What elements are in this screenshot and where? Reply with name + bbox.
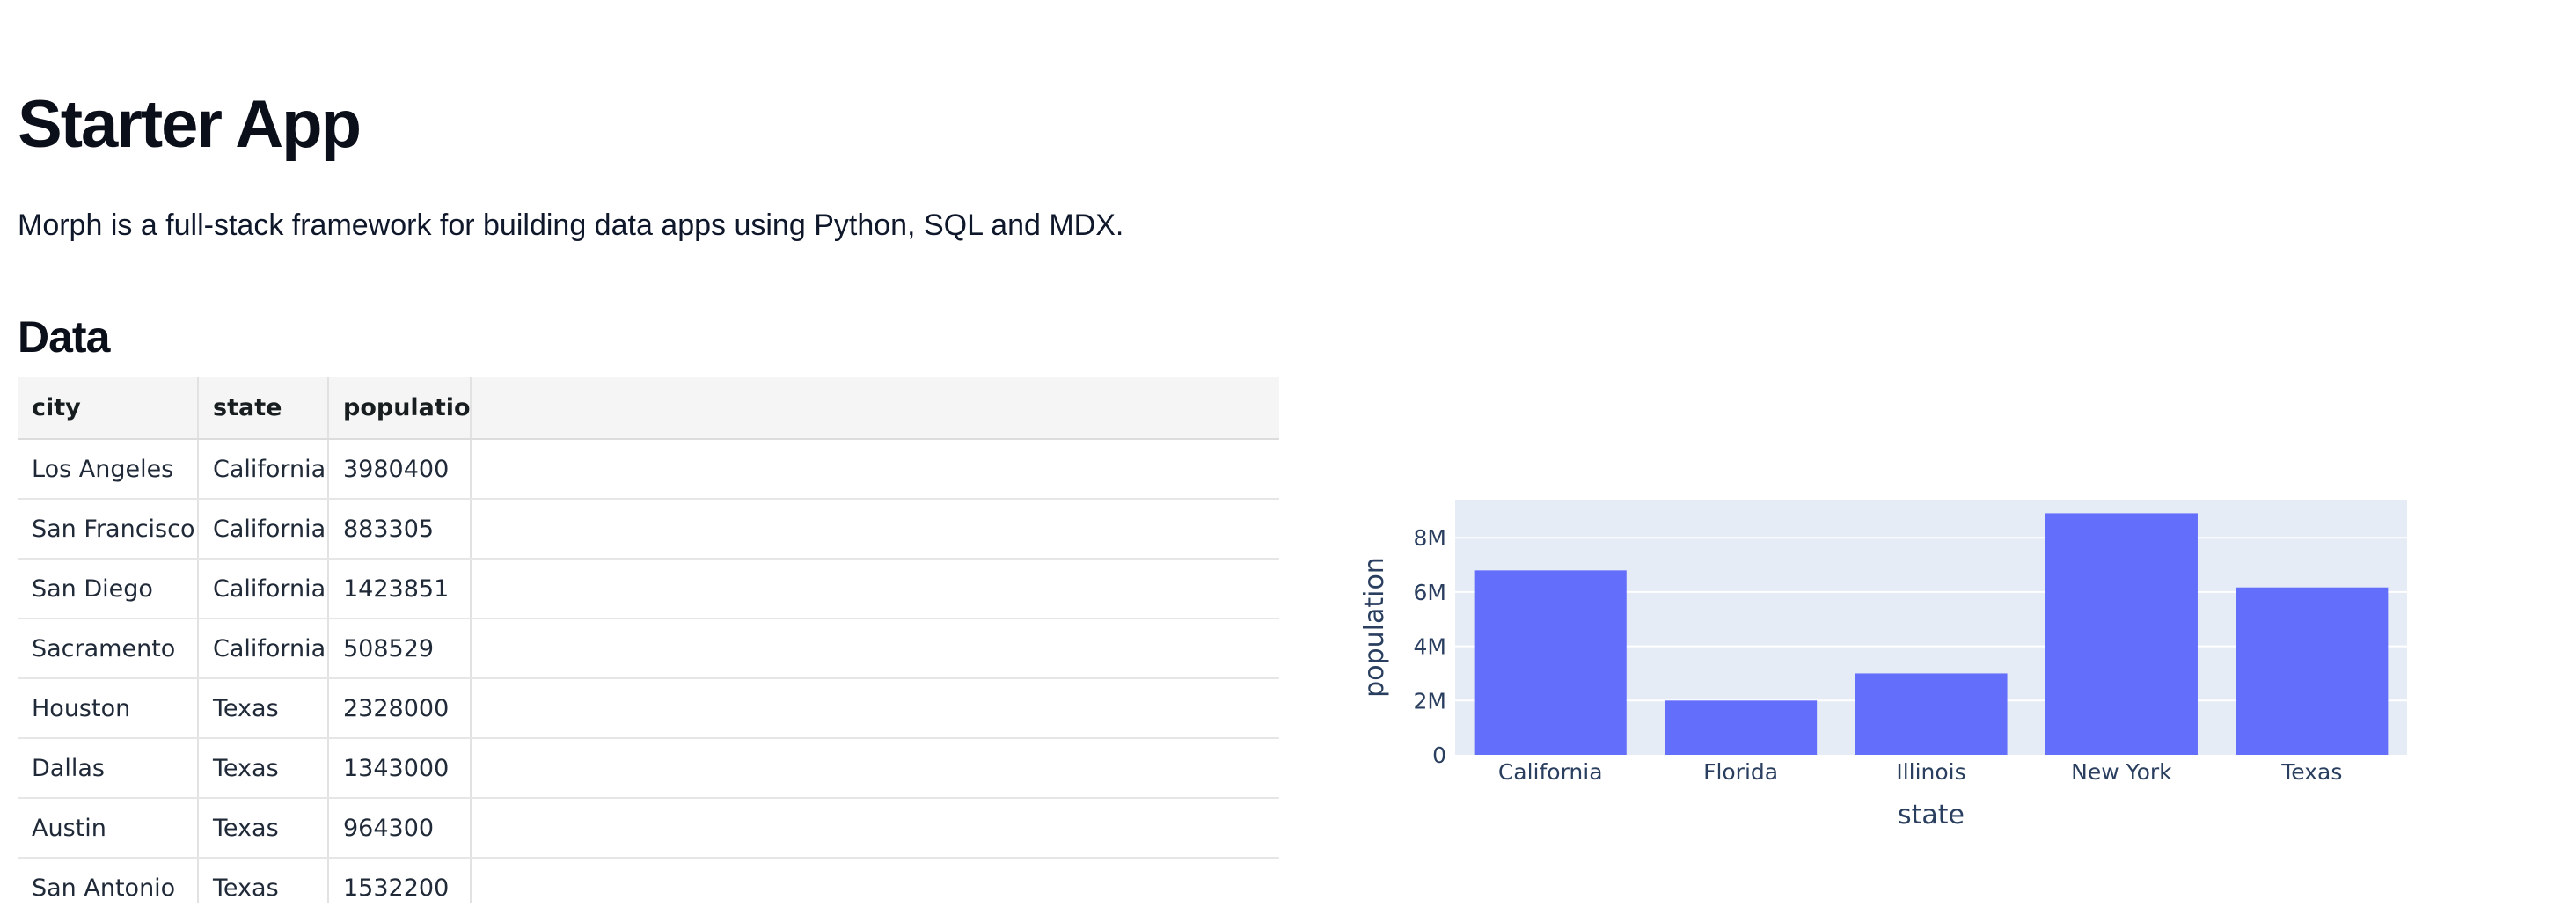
y-tick-label: 8M <box>1414 525 1446 551</box>
bar-florida[interactable] <box>1665 700 1818 755</box>
population-bar-chart[interactable]: 0 2M 4M 6M 8M California Florida Illinois New Yo… <box>1355 475 2411 845</box>
column-header-population[interactable]: population <box>329 377 472 438</box>
x-tick-label: Florida <box>1703 759 1778 785</box>
chart-svg: 0 2M 4M 6M 8M California Florida Illinois New Yo… <box>1359 500 2407 831</box>
bar-texas[interactable] <box>2236 587 2389 755</box>
cell-state[interactable]: Texas <box>199 859 329 903</box>
cell-state[interactable]: Texas <box>199 679 329 737</box>
table-row[interactable]: Austin Texas 964300 <box>18 799 1279 859</box>
x-axis-label: state <box>1898 800 1965 831</box>
x-tick-label: Texas <box>2280 759 2342 785</box>
cell-city[interactable]: San Diego <box>18 560 199 618</box>
column-header-state[interactable]: state <box>199 377 329 438</box>
cell-state[interactable]: California <box>199 500 329 558</box>
bar-california[interactable] <box>1474 570 1627 755</box>
table-row[interactable]: San Diego California 1423851 <box>18 560 1279 619</box>
table-row[interactable]: Los Angeles California 3980400 <box>18 440 1279 500</box>
cell-state[interactable]: California <box>199 560 329 618</box>
table-row[interactable]: San Antonio Texas 1532200 <box>18 859 1279 903</box>
y-tick-label: 2M <box>1414 688 1446 713</box>
table-row[interactable]: Houston Texas 2328000 <box>18 679 1279 739</box>
table-row[interactable]: Dallas Texas 1343000 <box>18 739 1279 799</box>
cell-population[interactable]: 1532200 <box>329 859 472 903</box>
bar-new-york[interactable] <box>2045 513 2198 755</box>
cell-population[interactable]: 3980400 <box>329 440 472 498</box>
page-title: Starter App <box>18 87 362 162</box>
cell-population[interactable]: 2328000 <box>329 679 472 737</box>
cell-city[interactable]: Sacramento <box>18 619 199 677</box>
cell-city[interactable]: San Antonio <box>18 859 199 903</box>
cell-city[interactable]: Los Angeles <box>18 440 199 498</box>
data-section-heading: Data <box>18 312 110 362</box>
x-tick-label: New York <box>2071 759 2172 785</box>
grid-header-row: city state population <box>18 377 1279 440</box>
cell-population[interactable]: 964300 <box>329 799 472 857</box>
cell-population[interactable]: 1423851 <box>329 560 472 618</box>
cell-state[interactable]: California <box>199 440 329 498</box>
cell-state[interactable]: Texas <box>199 739 329 797</box>
table-row[interactable]: Sacramento California 508529 <box>18 619 1279 679</box>
cell-city[interactable]: Houston <box>18 679 199 737</box>
page-description: Morph is a full-stack framework for buil… <box>18 209 1124 242</box>
x-tick-label: California <box>1498 759 1603 785</box>
column-header-city[interactable]: city <box>18 377 199 438</box>
bar-illinois[interactable] <box>1855 673 2008 755</box>
y-axis-label: population <box>1359 557 1390 698</box>
y-tick-label: 4M <box>1414 634 1446 660</box>
cell-city[interactable]: San Francisco <box>18 500 199 558</box>
cell-population[interactable]: 1343000 <box>329 739 472 797</box>
data-grid: city state population Los Angeles Califo… <box>18 377 1279 903</box>
cell-city[interactable]: Dallas <box>18 739 199 797</box>
y-tick-label: 6M <box>1414 580 1446 605</box>
cell-population[interactable]: 508529 <box>329 619 472 677</box>
cell-city[interactable]: Austin <box>18 799 199 857</box>
x-tick-label: Illinois <box>1896 759 1965 785</box>
y-tick-label: 0 <box>1432 743 1446 768</box>
cell-population[interactable]: 883305 <box>329 500 472 558</box>
table-row[interactable]: San Francisco California 883305 <box>18 500 1279 560</box>
cell-state[interactable]: Texas <box>199 799 329 857</box>
cell-state[interactable]: California <box>199 619 329 677</box>
